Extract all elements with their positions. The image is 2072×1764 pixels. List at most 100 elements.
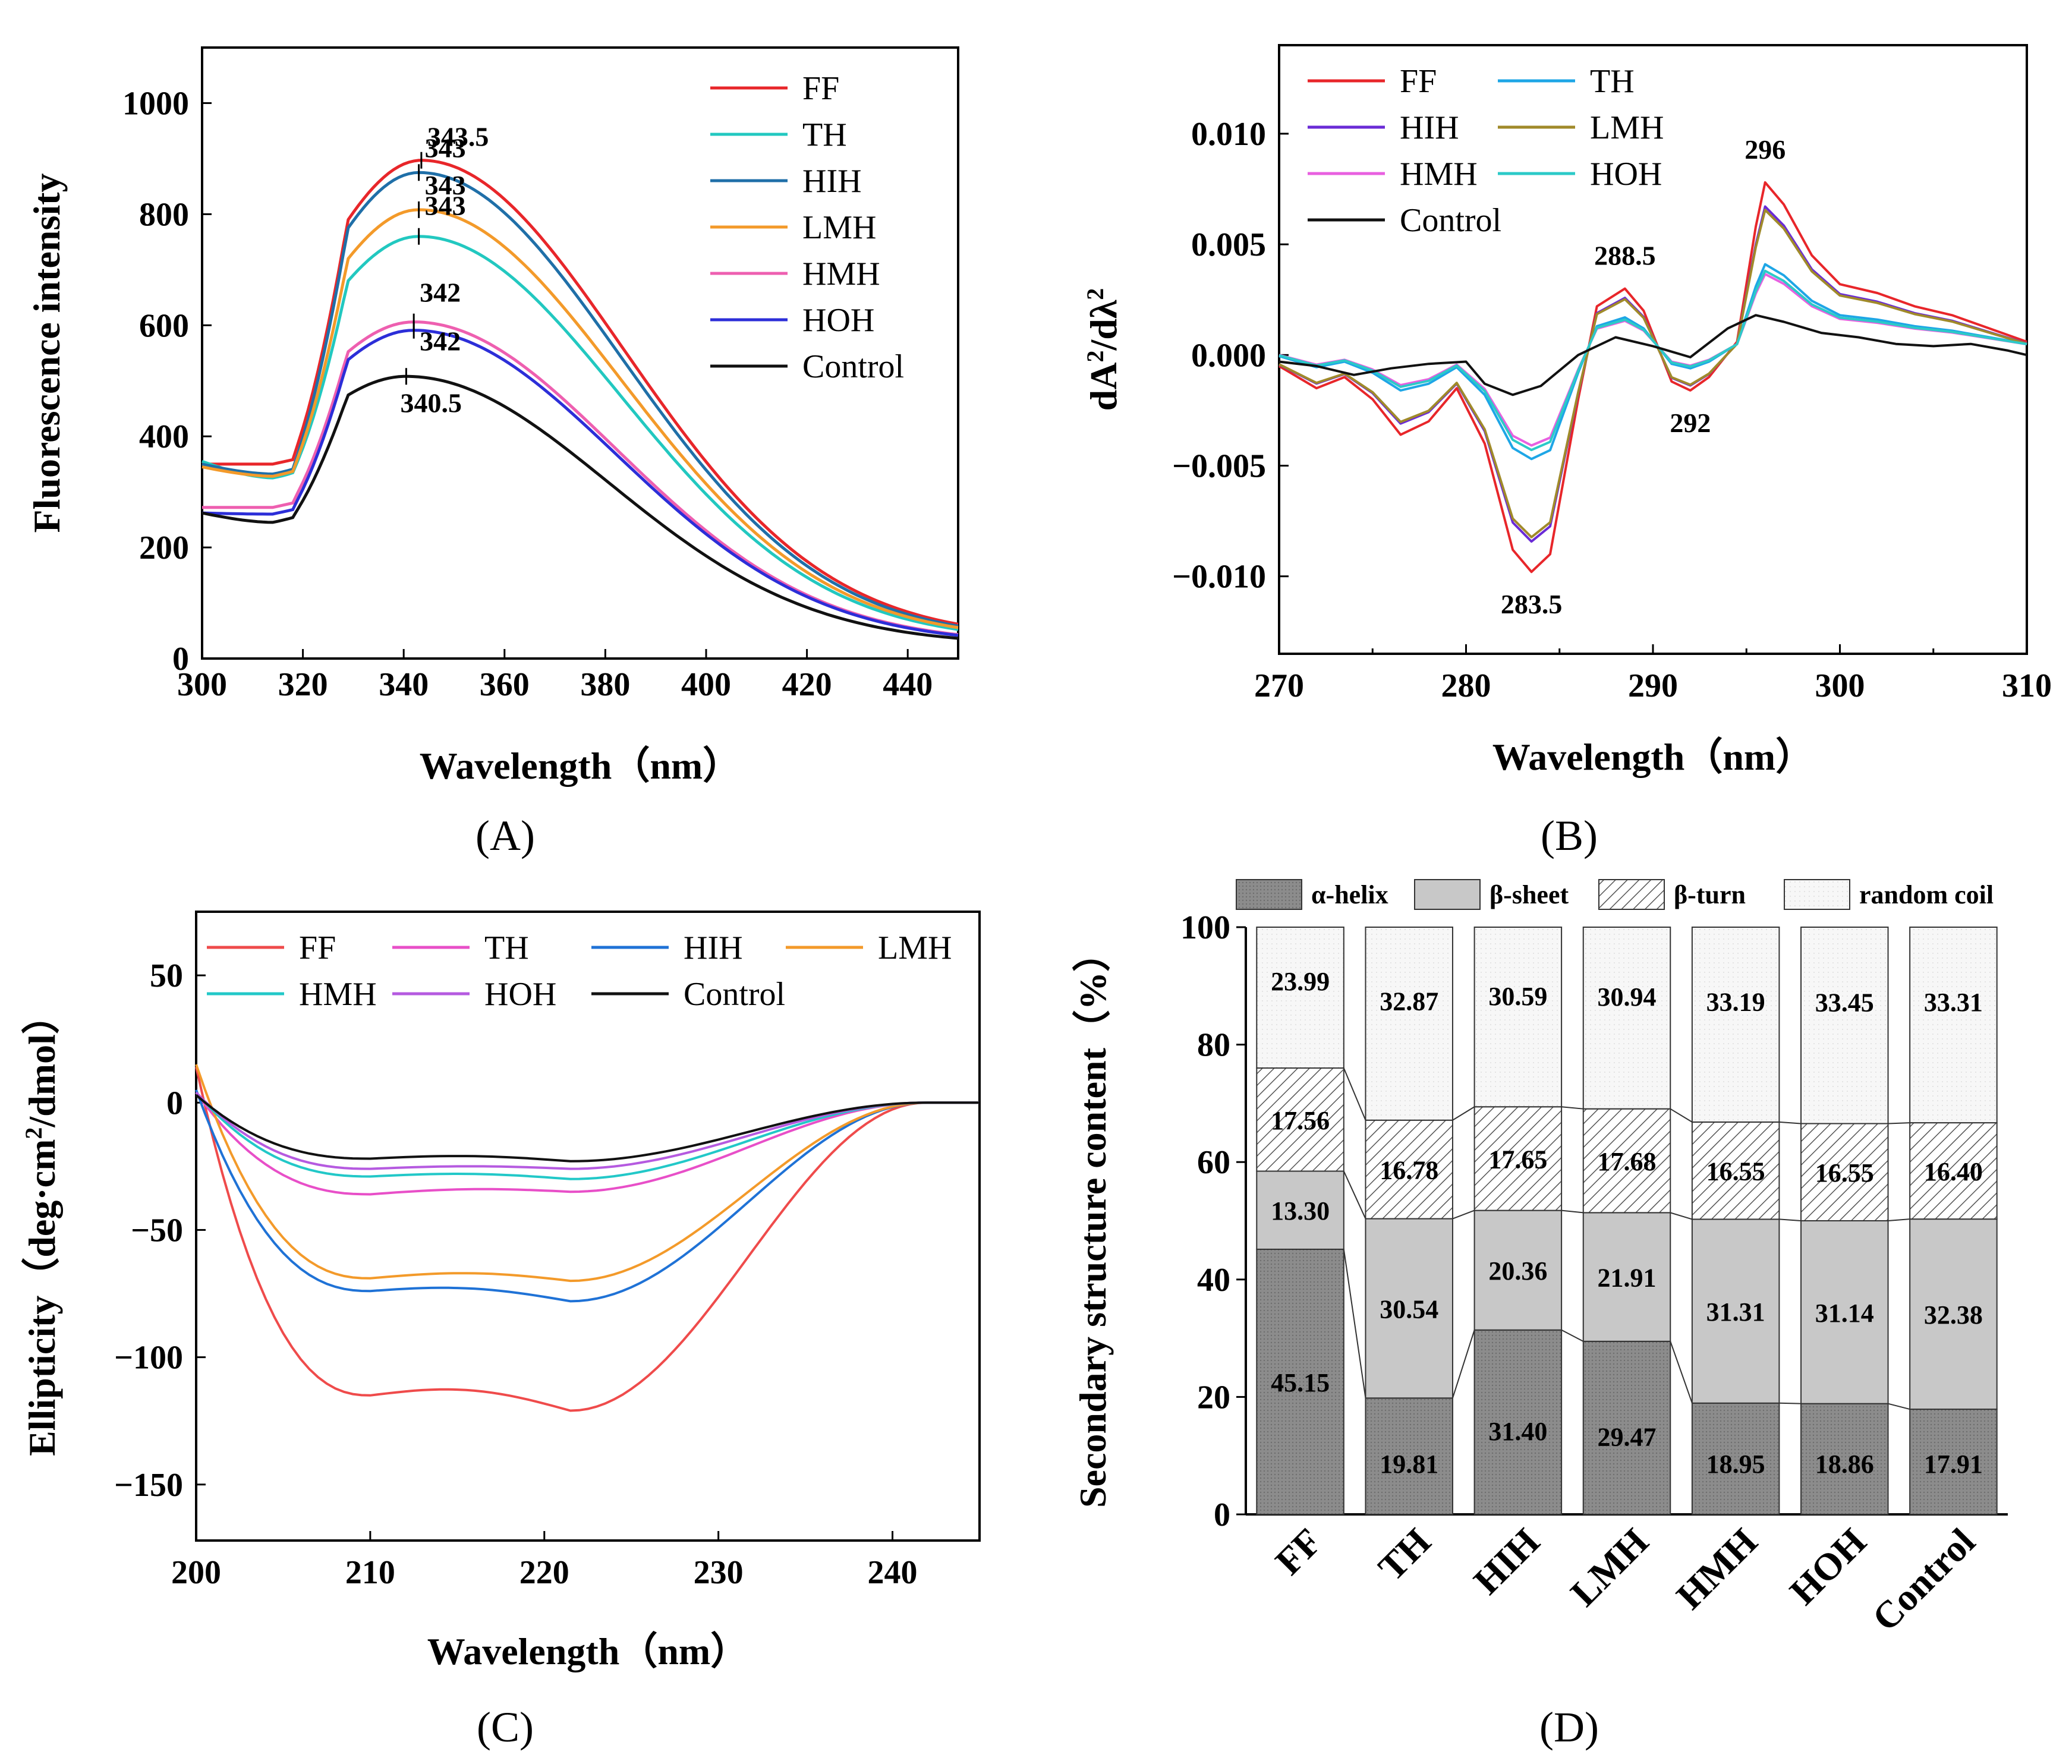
series-line-c-hih (195, 1089, 980, 1303)
series-line-a-ff (202, 159, 959, 626)
peak-label-a: 342 (420, 278, 461, 308)
bar-segment-d (1800, 927, 1889, 1124)
series-line-a-hih (201, 171, 959, 628)
y-tick-label-c: −100 (114, 1340, 183, 1376)
x-category-label-d: LMH (1563, 1520, 1657, 1614)
series-line-b-hmh (1279, 273, 2027, 447)
x-tick-label-b: 290 (1628, 667, 1678, 704)
bar-connector-d (1452, 1330, 1475, 1398)
peak-label-a: 343 (425, 133, 466, 163)
x-tick-label-c: 210 (345, 1554, 395, 1591)
legend-label-a-hih: HIH (802, 163, 862, 200)
series-line-b-hoh (1279, 269, 2027, 452)
x-tick-label-a: 340 (379, 666, 429, 703)
y-axis-title-c-part: Ellipticity（deg·cm (21, 1139, 63, 1456)
bar-segment-d (1909, 1218, 1998, 1410)
panel-label-b: (B) (1541, 812, 1598, 859)
panel-b-derivative: 270 280 290 300 310 −0.010 −0.005 0.000 0.005 0.0… (1082, 44, 2052, 778)
bar-connector-d (1670, 1212, 1693, 1220)
bar-connector-d (1888, 1218, 1910, 1221)
bar-segment-d (1473, 1209, 1563, 1331)
peak-label-a: 343.5 (427, 122, 489, 152)
series-line-c-hmh (195, 1091, 980, 1180)
bar-segment-d (1800, 1123, 1889, 1221)
legend-label-a-th: TH (802, 116, 847, 153)
y-tick-label-d: 20 (1197, 1379, 1230, 1416)
y-axis-title-b-part: dA (1082, 363, 1125, 411)
peak-label-b: 296 (1744, 134, 1786, 165)
bar-segment-d (1909, 927, 1998, 1124)
panel-c-circular-dichroism: 200 210 220 230 240 −150 −100 −50 0 50 Wavelength（… (20, 911, 981, 1672)
y-tick-label-c: 50 (150, 957, 183, 994)
legend-label-b-hih: HIH (1400, 109, 1459, 146)
bar-connector-d (1561, 1106, 1583, 1110)
bar-value-label-d: 32.87 (1380, 987, 1438, 1016)
legend-label-b-ff: FF (1400, 63, 1437, 100)
bar-connector-d (1779, 1218, 1802, 1221)
x-tick-label-a: 440 (883, 666, 933, 703)
series-line-b-ff (1278, 181, 2027, 574)
x-axis-title-c: Wavelength（nm） (427, 1630, 748, 1672)
bar-value-label-d: 30.59 (1488, 982, 1547, 1011)
legend-label-b-lmh: LMH (1590, 109, 1664, 146)
x-tick-label-b: 300 (1815, 667, 1865, 704)
peak-label-a: 343 (425, 191, 466, 221)
y-tick-label-d: 40 (1197, 1262, 1230, 1299)
y-tick-label-b: −0.010 (1172, 559, 1266, 596)
series-line-b-th (1279, 263, 2027, 461)
y-tick-label-b: −0.005 (1172, 448, 1266, 484)
bar-connector-d (1343, 1171, 1366, 1219)
legend-label-c-hoh: HOH (484, 976, 556, 1013)
peak-label-b: 292 (1670, 408, 1711, 438)
bar-connector-d (1888, 1403, 1910, 1410)
y-axis-title-d: Secondary structure content（%） (1072, 934, 1114, 1508)
y-tick-label-a: 200 (139, 530, 189, 566)
legend-label-a-control: Control (802, 348, 904, 385)
x-tick-label-a: 300 (177, 666, 227, 703)
y-tick-label-d: 60 (1197, 1144, 1230, 1181)
y-axis-title-b-part: 2 (1082, 288, 1109, 300)
bar-value-label-d: 29.47 (1598, 1422, 1657, 1451)
bar-value-label-d: 16.55 (1815, 1158, 1874, 1187)
bar-value-label-d: 18.95 (1706, 1450, 1765, 1479)
y-axis-title-b: dA2/dλ2 (1082, 288, 1125, 411)
bar-connector-d (1561, 1329, 1584, 1342)
bar-segment-d (1582, 1340, 1671, 1516)
peak-label-a: 342 (420, 326, 461, 357)
y-tick-label-d: 80 (1197, 1027, 1230, 1064)
y-tick-label-c: −150 (114, 1467, 183, 1504)
legend-label-a-ff: FF (802, 70, 839, 107)
y-tick-label-a: 600 (139, 307, 189, 344)
bar-value-label-d: 16.78 (1380, 1156, 1438, 1185)
bar-connector-d (1779, 1402, 1802, 1404)
y-axis-title-a: Fluorescence intensity (26, 174, 68, 533)
panel-a-fluorescence: 300 320 340 360 380 400 420 440 0 200 400 600 800 100… (26, 46, 959, 787)
x-category-label-d: HIH (1466, 1520, 1548, 1602)
bar-connector-d (1343, 1249, 1366, 1398)
series-line-c-th (195, 1091, 980, 1196)
legend-label-d: α-helix (1311, 880, 1388, 909)
bar-connector-d (1343, 1067, 1366, 1121)
peak-label-b: 283.5 (1501, 589, 1563, 619)
bar-segment-d (1365, 1218, 1453, 1399)
legend-label-b-hoh: HOH (1590, 156, 1662, 193)
x-tick-label-c: 230 (694, 1554, 744, 1591)
bar-value-label-d: 31.14 (1815, 1299, 1874, 1328)
legend-label-d: β-turn (1674, 880, 1746, 909)
plot-frame-c (195, 911, 981, 1542)
x-tick-label-b: 270 (1254, 667, 1304, 704)
series-line-c-lmh (195, 1064, 980, 1283)
legend-label-c-control: Control (684, 976, 785, 1013)
series-line-a-th (201, 235, 959, 631)
bar-segment-d (1691, 1402, 1780, 1515)
x-category-label-d: Control (1864, 1520, 1983, 1639)
y-axis-title-c: Ellipticity（deg·cm2/dmol） (20, 996, 63, 1456)
x-tick-label-c: 240 (868, 1554, 918, 1591)
y-tick-label-c: 0 (166, 1085, 183, 1122)
y-tick-label-d: 100 (1180, 909, 1230, 946)
bar-segment-d (1473, 1106, 1563, 1211)
legend-label-d: β-sheet (1490, 880, 1569, 909)
x-tick-label-c: 220 (519, 1554, 569, 1591)
bar-value-label-d: 17.91 (1924, 1450, 1983, 1479)
y-tick-label-b: 0.000 (1191, 337, 1266, 374)
